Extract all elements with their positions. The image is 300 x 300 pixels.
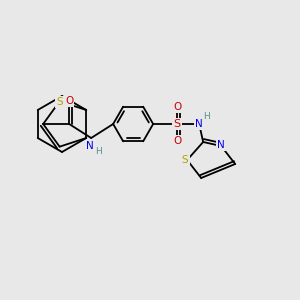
Text: N: N xyxy=(217,140,225,150)
Text: O: O xyxy=(173,136,181,146)
Text: H: H xyxy=(95,148,101,157)
Text: S: S xyxy=(174,119,181,129)
Text: O: O xyxy=(65,96,73,106)
Text: H: H xyxy=(203,112,209,122)
Text: N: N xyxy=(195,119,203,129)
Text: N: N xyxy=(86,141,94,151)
Text: O: O xyxy=(173,102,181,112)
Text: S: S xyxy=(56,97,63,107)
Text: S: S xyxy=(182,155,188,165)
